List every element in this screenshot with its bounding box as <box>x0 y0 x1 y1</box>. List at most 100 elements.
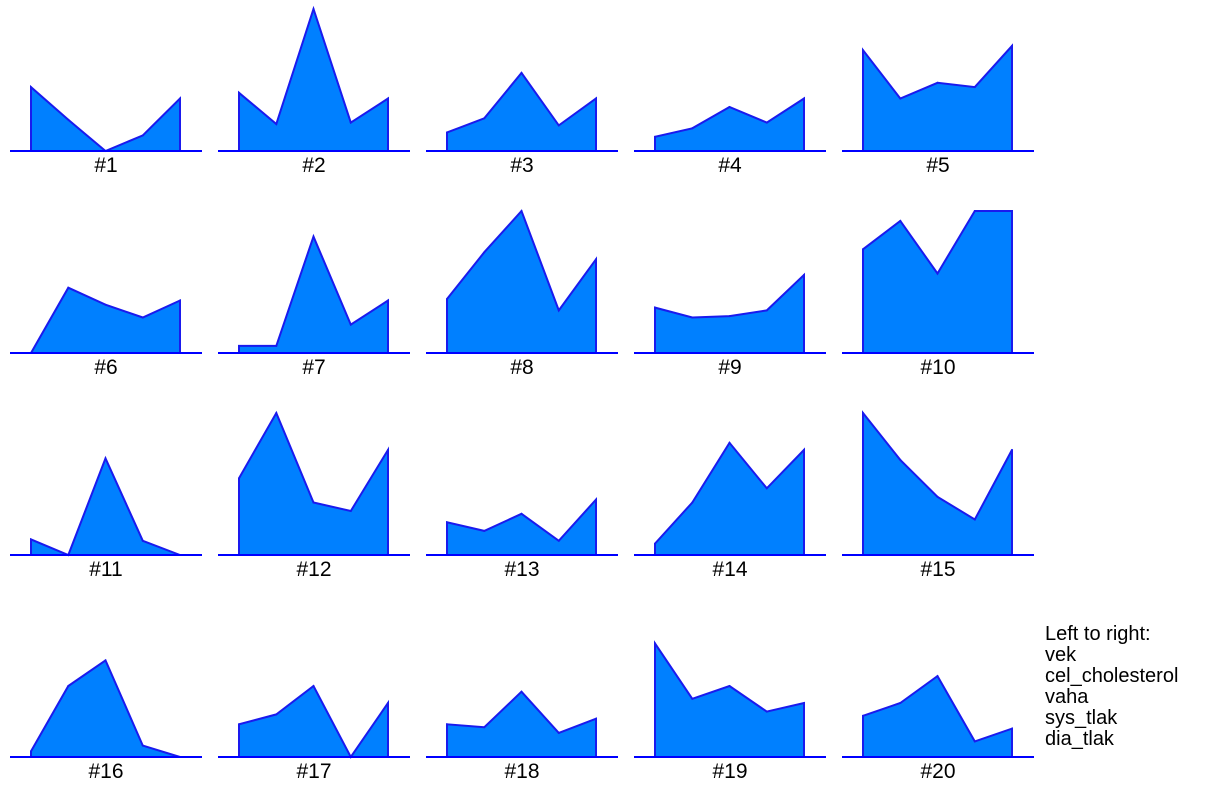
panel-11: #11 <box>10 455 202 581</box>
point-cel-cholesterol <box>275 713 278 716</box>
point-vaha <box>936 675 939 678</box>
point-dia-tlak <box>1011 727 1013 730</box>
panel-10: #10 <box>842 210 1034 379</box>
point-cel-cholesterol <box>483 117 486 120</box>
profile-area <box>446 690 597 758</box>
profile-area <box>30 455 181 557</box>
point-vek <box>654 642 656 645</box>
legend-item-cel-cholesterol: cel_cholesterol <box>1045 665 1179 687</box>
point-sys-tlak <box>141 316 144 319</box>
point-cel-cholesterol <box>691 316 694 319</box>
panel-label: #17 <box>296 760 331 783</box>
panel-8: #8 <box>426 209 618 379</box>
point-sys-tlak <box>973 518 976 521</box>
point-cel-cholesterol <box>67 118 70 121</box>
point-sys-tlak <box>765 710 768 713</box>
panel-18: #18 <box>426 690 618 783</box>
point-vek <box>238 477 240 480</box>
point-vek <box>654 135 656 138</box>
panel-16: #16 <box>10 658 202 783</box>
legend: Left to right: vek cel_cholesterol vaha … <box>1045 624 1178 750</box>
panel-1: #1 <box>10 84 202 177</box>
point-dia-tlak <box>387 702 389 704</box>
panel-label: #20 <box>920 760 955 783</box>
point-vek <box>862 49 864 52</box>
point-sys-tlak <box>973 740 976 743</box>
point-sys-tlak <box>349 510 352 512</box>
point-sys-tlak <box>349 323 352 326</box>
legend-item-vek: vek <box>1045 644 1077 666</box>
point-vaha <box>936 495 939 498</box>
point-vek <box>238 723 240 726</box>
point-cel-cholesterol <box>67 685 70 687</box>
panel-label: #10 <box>920 356 955 379</box>
point-sys-tlak <box>141 744 144 747</box>
panel-label: #1 <box>94 154 117 177</box>
point-cel-cholesterol <box>691 127 694 130</box>
panel-label: #19 <box>712 760 747 783</box>
point-sys-tlak <box>765 309 768 312</box>
point-vaha <box>104 659 107 662</box>
point-cel-cholesterol <box>275 123 278 125</box>
point-vek <box>862 248 864 251</box>
profile-area <box>446 71 597 152</box>
panel-9: #9 <box>634 272 826 379</box>
profile-area <box>446 497 597 556</box>
panel-15: #15 <box>842 410 1034 581</box>
point-dia-tlak <box>595 717 597 720</box>
point-vek <box>862 412 864 414</box>
point-dia-tlak <box>803 97 805 100</box>
profile-area <box>862 43 1013 152</box>
point-dia-tlak <box>1011 44 1013 47</box>
panel-2: #2 <box>218 5 410 177</box>
profile-area <box>654 441 805 556</box>
point-cel-cholesterol <box>899 702 902 704</box>
point-dia-tlak <box>179 97 181 100</box>
point-dia-tlak <box>179 299 181 302</box>
point-sys-tlak <box>557 731 560 734</box>
point-vek <box>30 538 32 541</box>
point-vek <box>238 91 240 94</box>
panel-12: #12 <box>218 410 410 581</box>
point-vaha <box>520 210 523 212</box>
point-vaha <box>728 441 731 444</box>
panel-17: #17 <box>218 684 410 783</box>
point-cel-cholesterol <box>483 529 486 532</box>
point-vaha <box>728 315 731 318</box>
point-vek <box>446 298 448 300</box>
point-cel-cholesterol <box>899 458 902 461</box>
point-vek <box>30 86 32 89</box>
point-sys-tlak <box>973 86 976 89</box>
legend-title: Left to right: <box>1045 623 1151 645</box>
point-vaha <box>104 457 107 460</box>
point-sys-tlak <box>349 121 352 124</box>
panel-label: #5 <box>926 154 949 177</box>
panel-14: #14 <box>634 441 826 581</box>
panel-label: #9 <box>718 356 741 379</box>
point-vek <box>238 344 240 347</box>
profile-area <box>30 84 181 153</box>
panel-20: #20 <box>842 674 1034 783</box>
panel-label: #12 <box>296 558 331 581</box>
profile-area <box>862 410 1013 556</box>
panel-13: #13 <box>426 497 618 581</box>
point-sys-tlak <box>973 210 976 212</box>
point-dia-tlak <box>387 97 389 100</box>
profile-area <box>654 96 805 152</box>
panel-19: #19 <box>634 640 826 783</box>
point-sys-tlak <box>765 487 768 490</box>
point-cel-cholesterol <box>275 344 278 347</box>
point-sys-tlak <box>557 124 560 127</box>
point-cel-cholesterol <box>899 219 902 222</box>
panel-label: #8 <box>510 356 533 379</box>
point-dia-tlak <box>803 273 805 276</box>
point-cel-cholesterol <box>691 501 694 504</box>
panel-label: #14 <box>712 558 747 581</box>
point-cel-cholesterol <box>275 412 278 414</box>
panel-label: #3 <box>510 154 533 177</box>
point-vaha <box>312 8 315 10</box>
point-dia-tlak <box>595 498 597 501</box>
panel-label: #18 <box>504 760 539 783</box>
point-sys-tlak <box>557 539 560 542</box>
point-sys-tlak <box>765 121 768 124</box>
